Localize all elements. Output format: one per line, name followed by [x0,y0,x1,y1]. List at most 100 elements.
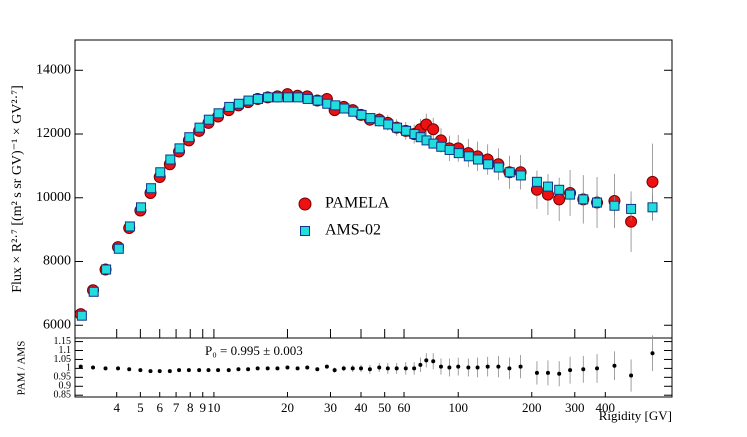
marker [348,106,359,117]
marker [647,202,658,213]
marker [138,368,143,373]
marker [293,92,304,103]
y-tick-label: 12000 [36,126,71,141]
marker [186,368,191,373]
legend-marker [300,226,310,236]
ratio-axis-label: PAM / AMS [16,341,28,396]
marker [236,367,241,372]
marker [206,368,211,373]
marker [233,98,244,109]
marker [650,351,655,356]
marker [507,366,512,371]
marker [545,370,550,375]
marker [578,194,589,205]
marker [315,367,320,372]
top-frame [74,39,673,339]
marker [365,113,376,124]
marker [463,151,474,162]
marker [453,148,464,159]
bottom-frame [74,337,673,398]
marker [436,141,447,152]
x-tick-label: 40 [355,400,368,415]
x-tick-label: 50 [378,400,391,415]
marker [224,101,235,112]
marker [475,365,480,370]
marker [263,92,274,103]
marker [339,103,350,114]
x-tick-label: 7 [173,400,180,415]
marker [127,367,132,372]
marker [252,93,263,104]
marker [88,286,99,297]
y-tick-label: 8000 [43,254,71,269]
y-tick-label: 1 [66,363,71,374]
x-tick-label: 200 [522,400,542,415]
marker [157,369,162,374]
marker [392,122,403,133]
marker [78,364,83,369]
marker [359,366,364,371]
marker [427,123,440,136]
marker [184,132,195,143]
marker [466,365,471,370]
marker [167,369,172,374]
marker [332,368,337,373]
x-tick-label: 9 [199,400,206,415]
y-tick-label: 0.9 [59,381,72,392]
x-tick-label: 20 [281,400,294,415]
x-tick-label: 4 [113,400,120,415]
x-tick-label: 100 [448,400,468,415]
marker [568,368,573,373]
y-tick-label: 10000 [36,190,71,205]
marker [592,197,603,208]
x-tick-label: 6 [156,400,163,415]
marker [456,364,461,369]
y-tick-label: 1.15 [54,336,72,347]
x-tick-label: 5 [137,400,144,415]
legend-label: AMS-02 [325,222,381,239]
marker [385,366,390,371]
marker [531,176,542,187]
marker [324,364,329,369]
legend-marker [298,197,312,211]
marker [515,170,526,181]
marker [155,167,166,178]
y-tick-label: 6000 [43,317,71,332]
y-tick-label: 1.1 [59,345,72,356]
marker [124,221,135,232]
marker [350,366,355,371]
marker [255,366,260,371]
marker [213,108,224,119]
x-tick-label: 30 [324,400,337,415]
x-tick-label: 400 [596,400,616,415]
marker [302,93,313,104]
y-tick-label: 0.85 [54,390,72,401]
marker [565,189,576,200]
annotation: P₀ = 0.995 ± 0.003 [205,343,303,358]
marker [518,364,523,369]
marker [447,365,452,370]
x-tick-label: 300 [565,400,585,415]
marker [496,364,501,369]
marker [272,92,283,103]
marker [203,114,214,125]
x-axis-label: Rigidity [GV] [599,408,672,423]
marker [148,369,153,374]
marker [424,358,429,363]
marker [76,310,87,321]
marker [431,359,436,364]
marker [103,366,108,371]
marker [534,370,539,375]
marker [285,365,290,370]
marker [91,365,96,370]
marker [146,183,157,194]
marker [483,159,494,170]
marker [609,200,620,211]
y-axis-label: Flux × R²·⁷ [(m² s sr GV)⁻¹ × GV²·⁷] [10,85,25,293]
marker [265,366,270,371]
marker [557,371,562,376]
marker [444,144,455,155]
legend-label: PAMELA [325,195,390,212]
